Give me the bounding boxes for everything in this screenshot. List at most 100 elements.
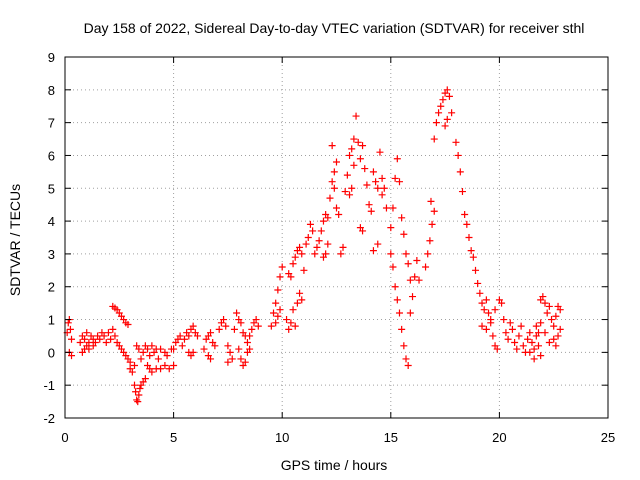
data-point	[393, 155, 401, 163]
data-point	[224, 342, 232, 350]
data-point	[330, 168, 338, 176]
y-tick-label: 6	[48, 148, 55, 163]
data-point	[502, 329, 510, 337]
data-point	[154, 355, 162, 363]
data-point	[328, 142, 336, 150]
data-point	[550, 335, 558, 343]
data-point	[228, 355, 236, 363]
data-point	[335, 211, 343, 219]
data-point	[367, 207, 375, 215]
data-point	[465, 234, 473, 241]
data-point	[178, 342, 186, 350]
data-point	[330, 184, 338, 192]
data-point	[376, 148, 384, 156]
data-point	[545, 302, 553, 310]
data-point	[254, 322, 262, 330]
data-point	[517, 322, 525, 330]
data-point	[109, 325, 117, 333]
data-point	[478, 322, 486, 330]
x-tick-label: 25	[601, 430, 615, 445]
data-point	[131, 381, 139, 389]
data-point	[374, 240, 382, 248]
data-point	[504, 335, 512, 343]
data-point	[363, 181, 371, 189]
data-point	[241, 358, 249, 366]
data-point	[274, 312, 282, 320]
data-point	[474, 279, 482, 287]
data-point	[400, 342, 408, 350]
data-point	[452, 138, 460, 146]
data-point	[276, 273, 284, 281]
chart-title: Day 158 of 2022, Sidereal Day-to-day VTE…	[84, 20, 585, 36]
data-point	[337, 250, 345, 258]
data-point	[328, 178, 336, 186]
data-point	[289, 260, 297, 268]
data-point	[134, 398, 142, 406]
data-point	[207, 355, 215, 363]
data-point	[350, 161, 358, 169]
data-point	[369, 247, 377, 255]
data-point	[511, 339, 519, 347]
data-point	[534, 342, 542, 350]
data-point	[285, 325, 293, 333]
data-point	[246, 332, 254, 340]
data-point	[141, 375, 149, 383]
data-point	[313, 243, 321, 251]
data-point	[267, 322, 275, 330]
data-point	[482, 296, 490, 304]
data-point	[443, 115, 451, 123]
data-point	[315, 237, 323, 245]
data-point	[276, 306, 284, 314]
data-point	[387, 250, 395, 258]
data-point	[124, 320, 132, 328]
data-point	[552, 312, 560, 320]
data-point	[83, 329, 91, 337]
data-point	[246, 345, 254, 353]
plot-frame	[64, 56, 609, 419]
data-point	[467, 247, 475, 255]
y-tick-label: 8	[48, 83, 55, 98]
y-tick-label: -2	[43, 411, 55, 426]
data-point	[426, 237, 434, 245]
data-point	[526, 329, 534, 337]
data-point	[293, 299, 301, 307]
data-point	[148, 342, 156, 350]
data-point	[498, 299, 506, 307]
data-point	[378, 191, 386, 199]
data-point	[398, 214, 406, 222]
data-point	[324, 240, 332, 248]
x-axis-label: GPS time / hours	[281, 457, 388, 473]
data-point	[207, 329, 215, 337]
grid-lines	[65, 57, 608, 418]
data-point	[352, 112, 360, 120]
data-point	[513, 345, 521, 353]
data-point	[427, 197, 435, 205]
data-point	[491, 306, 499, 314]
data-point	[485, 309, 493, 317]
data-point	[107, 335, 115, 343]
data-point	[398, 325, 406, 333]
data-point	[487, 316, 495, 324]
y-axis-label: SDTVAR / TECUs	[7, 184, 23, 296]
data-point	[378, 174, 386, 182]
y-tick-label: 2	[48, 280, 55, 295]
data-point	[222, 322, 230, 330]
data-point	[539, 293, 547, 301]
x-tick-label: 5	[170, 430, 177, 445]
data-point	[85, 345, 93, 353]
data-point	[552, 342, 560, 350]
data-point	[541, 299, 549, 307]
data-point	[402, 250, 410, 258]
data-point	[68, 352, 76, 360]
data-point	[200, 345, 208, 353]
data-point	[272, 299, 280, 307]
data-point	[537, 352, 545, 360]
data-point	[189, 322, 197, 330]
data-point	[333, 204, 340, 212]
x-tick-label: 20	[492, 430, 506, 445]
data-point	[233, 309, 241, 317]
y-tick-label: -1	[43, 378, 55, 393]
data-point	[441, 122, 449, 130]
